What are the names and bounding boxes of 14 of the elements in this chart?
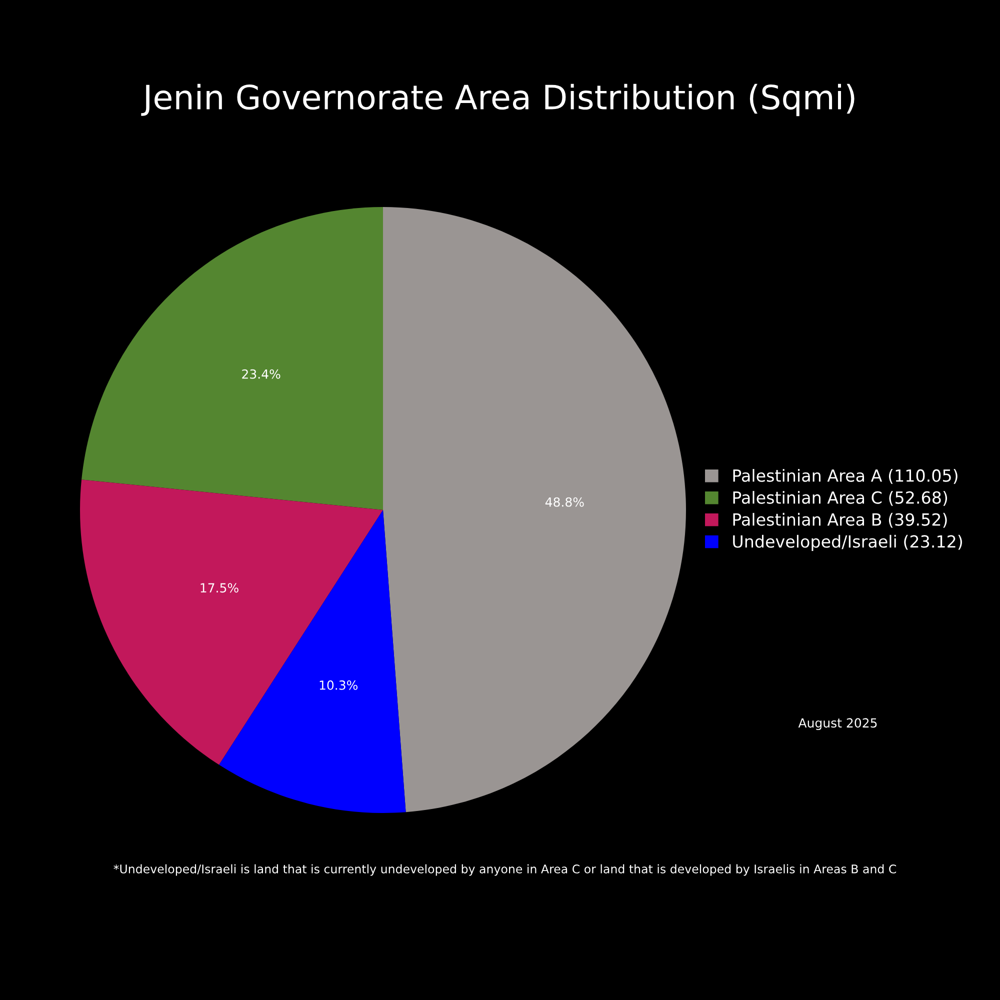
text: *Undeveloped/Israeli is land that is currently undeveloped by anyone in Area C or land that is developed by Israelis in Areas B and C xyxy=(114,864,896,876)
data-label: 10.3% xyxy=(320,680,358,690)
data-label: 48.8% xyxy=(545,497,584,507)
legend-label: Undeveloped/Israeli (23.12) xyxy=(733,534,962,552)
chart-title: Jenin Governorate Area Distribution (Sqmi) xyxy=(141,84,854,116)
legend-label: Palestinian Area A (110.05) xyxy=(733,468,958,484)
text: August 2025 xyxy=(798,718,877,730)
pie-slice xyxy=(82,207,383,510)
data-label: 17.5% xyxy=(200,583,238,593)
pie-slice xyxy=(383,207,686,812)
pie-slice xyxy=(80,480,383,765)
legend-label: Palestinian Area C (52.68) xyxy=(733,490,948,506)
legend-label: Palestinian Area B (39.52) xyxy=(733,512,947,528)
data-label: 23.4% xyxy=(242,369,280,379)
